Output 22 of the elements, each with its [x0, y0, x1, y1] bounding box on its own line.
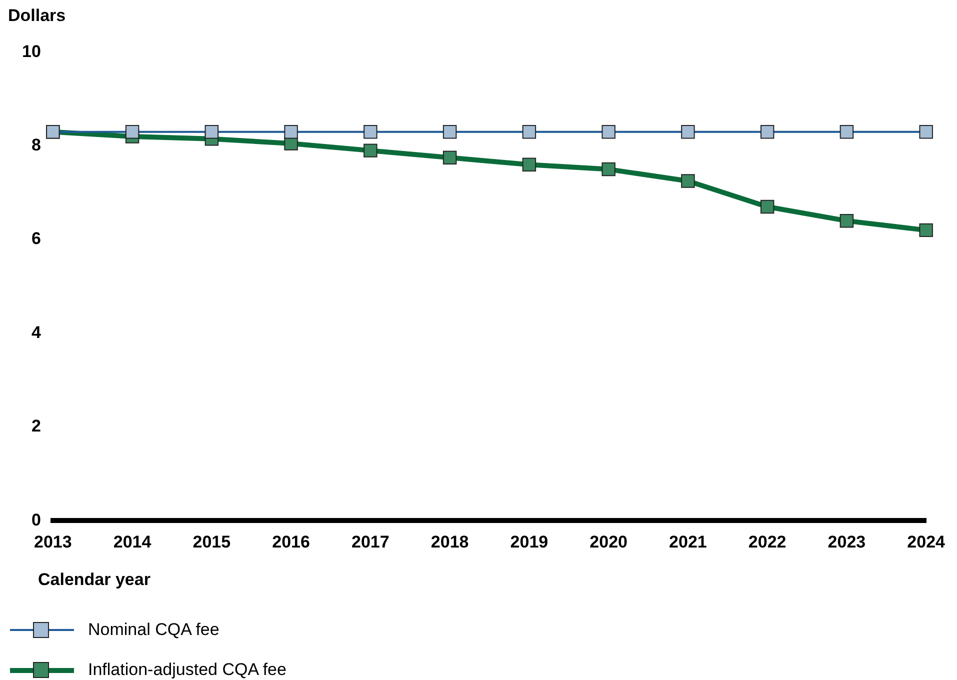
y-axis-title: Dollars: [8, 6, 66, 26]
x-tick-label: 2018: [430, 532, 469, 552]
y-tick-label: 0: [31, 510, 41, 530]
x-tick-label: 2020: [590, 532, 628, 552]
y-tick-label: 10: [22, 42, 41, 61]
x-axis-title: Calendar year: [38, 570, 150, 590]
x-tick-label: 2021: [669, 532, 707, 552]
y-tick-label: 8: [31, 136, 41, 155]
x-tick-label: 2023: [828, 532, 866, 552]
x-tick-label: 2022: [748, 532, 786, 552]
x-tick-label: 2019: [510, 532, 548, 552]
x-tick-label: 2024: [907, 532, 946, 552]
x-tick-label: 2016: [272, 532, 310, 552]
x-tick-label: 2017: [352, 532, 390, 552]
y-tick-label: 2: [31, 416, 41, 436]
y-tick-label: 6: [31, 229, 41, 248]
x-tick-label: 2013: [34, 532, 72, 552]
legend-label: Inflation-adjusted CQA fee: [88, 660, 286, 680]
x-tick-label: 2014: [113, 532, 152, 552]
x-tick-label: 2015: [192, 532, 231, 552]
y-tick-label: 4: [31, 322, 42, 342]
legend-label: Nominal CQA fee: [88, 620, 220, 640]
